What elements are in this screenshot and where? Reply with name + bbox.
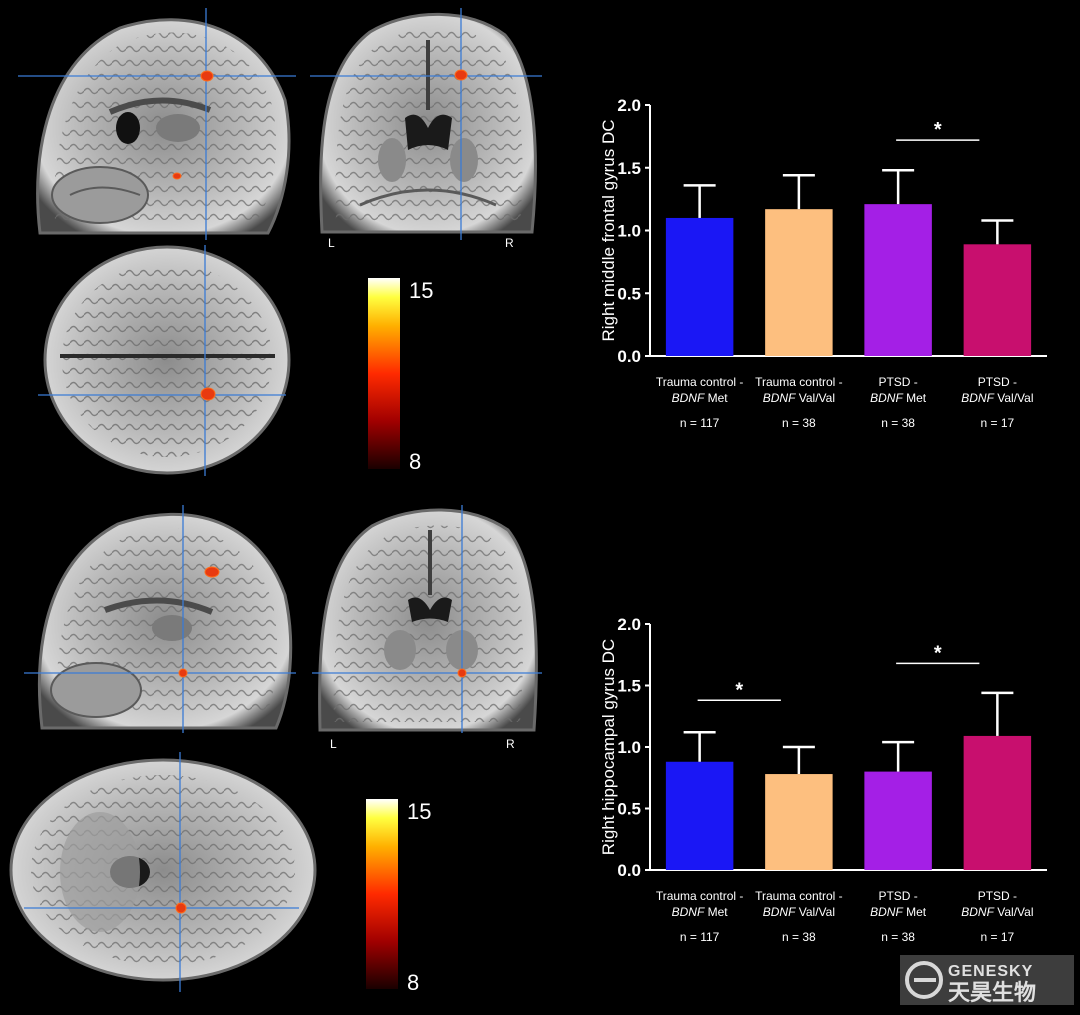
y-tick-label: 2.0 xyxy=(617,615,641,634)
sample-size-label: n = 17 xyxy=(981,930,1015,944)
y-tick-label: 2.0 xyxy=(617,96,641,115)
colorbar-top-max-label: 15 xyxy=(409,278,433,303)
category-label: Trauma control - xyxy=(755,375,843,389)
y-tick-label: 0.5 xyxy=(617,284,641,303)
brain-panel-axial-bottom xyxy=(9,758,317,982)
sample-size-label: n = 17 xyxy=(981,416,1015,430)
y-tick-label: 0.0 xyxy=(617,861,641,880)
y-tick-label: 1.5 xyxy=(617,159,641,178)
sample-size-label: n = 38 xyxy=(782,930,816,944)
allele-name: Val/Val xyxy=(994,391,1034,405)
category-gene-label: BDNF Val/Val xyxy=(961,391,1033,405)
orientation-right-top: R xyxy=(505,236,514,250)
bar xyxy=(963,244,1032,356)
gene-name: BDNF xyxy=(672,391,705,405)
orientation-right-bottom: R xyxy=(506,737,515,751)
category-gene-label: BDNF Met xyxy=(870,905,927,919)
watermark: GENESKY 天昊生物 xyxy=(900,955,1074,1005)
crosshair-top xyxy=(18,8,542,476)
gene-name: BDNF xyxy=(763,391,796,405)
colorbar-top: 15 8 xyxy=(368,278,433,474)
crosshair-bottom xyxy=(24,505,542,992)
gene-name: BDNF xyxy=(961,905,994,919)
gene-name: BDNF xyxy=(763,905,796,919)
watermark-text-cn: 天昊生物 xyxy=(948,980,1036,1005)
sample-size-label: n = 38 xyxy=(782,416,816,430)
colorbar-bottom: 15 8 xyxy=(366,799,431,995)
orientation-left-top: L xyxy=(328,236,335,250)
chart-middle-frontal-gyrus: 0.0 0.5 1.0 1.5 2.0 Right middle frontal gyru… xyxy=(599,96,1047,430)
y-tick-label: 0.0 xyxy=(617,347,641,366)
category-label: PTSD - xyxy=(878,889,917,903)
bar xyxy=(864,204,932,356)
category-label: PTSD - xyxy=(878,375,917,389)
colorbar-bottom-min-label: 8 xyxy=(407,970,419,995)
activation-blobs-top xyxy=(172,69,468,401)
gene-name: BDNF xyxy=(870,905,903,919)
y-tick-label: 0.5 xyxy=(617,800,641,819)
category-label: Trauma control - xyxy=(755,889,843,903)
significance-star: * xyxy=(934,642,942,664)
y-tick-label: 1.5 xyxy=(617,677,641,696)
category-gene-label: BDNF Met xyxy=(672,905,729,919)
allele-name: Met xyxy=(903,905,927,919)
bar xyxy=(765,774,833,870)
brain-panel-coronal-bottom xyxy=(318,508,538,732)
colorbar-bottom-max-label: 15 xyxy=(407,799,431,824)
sample-size-label: n = 117 xyxy=(680,416,720,430)
chart-hippocampal-gyrus: 0.0 0.5 1.0 1.5 2.0 Right hippocampal gyrus D… xyxy=(599,615,1047,944)
gene-name: BDNF xyxy=(961,391,994,405)
category-gene-label: BDNF Val/Val xyxy=(961,905,1033,919)
orientation-left-bottom: L xyxy=(330,737,337,751)
sample-size-label: n = 38 xyxy=(881,416,915,430)
category-label: Trauma control - xyxy=(656,889,744,903)
brain-panel-sagittal-bottom xyxy=(37,512,293,730)
significance-star: * xyxy=(934,119,942,141)
watermark-text-en: GENESKY xyxy=(948,963,1033,980)
category-gene-label: BDNF Val/Val xyxy=(763,391,835,405)
allele-name: Met xyxy=(704,905,728,919)
sample-size-label: n = 38 xyxy=(881,930,915,944)
y-axis-label: Right middle frontal gyrus DC xyxy=(599,119,618,341)
significance-star: * xyxy=(735,679,743,701)
genesky-logo-icon xyxy=(905,961,943,999)
category-gene-label: BDNF Val/Val xyxy=(763,905,835,919)
allele-name: Val/Val xyxy=(795,391,835,405)
category-label: PTSD - xyxy=(978,889,1017,903)
category-label: PTSD - xyxy=(978,375,1017,389)
y-axis-label: Right hippocampal gyrus DC xyxy=(599,639,618,855)
category-label: Trauma control - xyxy=(656,375,744,389)
gene-name: BDNF xyxy=(672,905,705,919)
colorbar-top-min-label: 8 xyxy=(409,449,421,474)
y-tick-label: 1.0 xyxy=(617,222,641,241)
category-gene-label: BDNF Met xyxy=(870,391,927,405)
brain-panel-axial-top xyxy=(43,245,291,475)
bar xyxy=(765,209,833,356)
allele-name: Met xyxy=(903,391,927,405)
activation-blobs-bottom xyxy=(175,566,467,914)
bar xyxy=(665,217,734,356)
gene-name: BDNF xyxy=(870,391,903,405)
y-tick-label: 1.0 xyxy=(617,738,641,757)
bar xyxy=(963,735,1032,870)
bar xyxy=(864,771,932,870)
allele-name: Met xyxy=(704,391,728,405)
sample-size-label: n = 117 xyxy=(680,930,720,944)
allele-name: Val/Val xyxy=(994,905,1034,919)
category-gene-label: BDNF Met xyxy=(672,391,729,405)
bar xyxy=(665,761,734,870)
brain-panel-sagittal-top xyxy=(36,18,291,235)
brain-panel-coronal-top xyxy=(319,12,537,234)
allele-name: Val/Val xyxy=(795,905,835,919)
